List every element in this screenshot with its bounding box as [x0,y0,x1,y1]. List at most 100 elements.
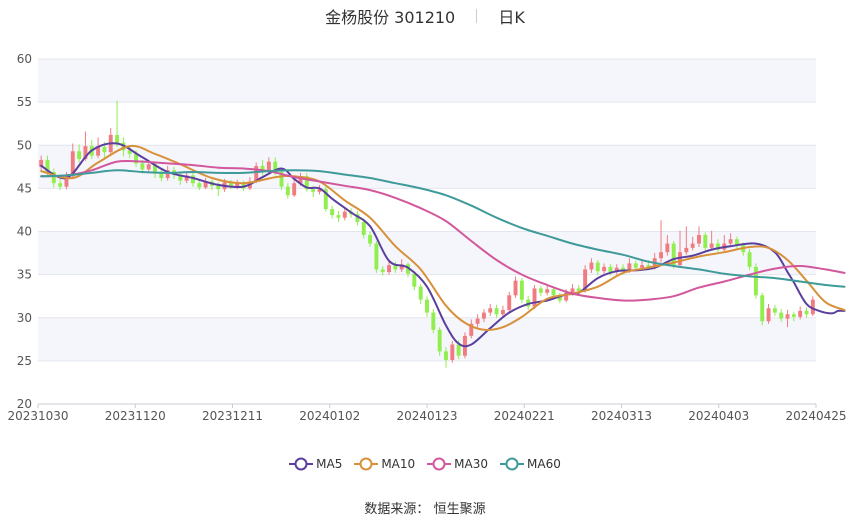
candle-body [475,318,480,324]
candle-body [342,211,347,218]
candle-up [475,314,480,328]
y-tick-label: 55 [17,95,32,109]
candle-down [494,304,499,318]
candle-down [753,263,758,299]
candle-body [659,252,663,259]
candle-body [646,265,651,267]
source-name: 恒生聚源 [433,502,486,517]
candle-body [715,243,720,250]
candle-body [551,289,556,296]
candle-down [425,296,429,317]
y-tick-label: 50 [17,138,32,152]
plot-band [38,102,816,146]
candle-body [734,239,739,246]
candle-up [292,178,297,197]
candle-down [772,304,777,317]
x-tick-label: 20240123 [396,409,457,423]
candle-body [178,174,183,181]
candle-up [785,309,790,328]
candle-body [412,273,417,287]
candle-down [304,172,309,192]
candle-down [760,292,765,326]
candle-down [519,278,524,304]
candle-up [690,236,695,251]
legend-label: MA60 [527,456,561,471]
x-tick-label: 20240221 [494,409,555,423]
candle-body [804,310,809,315]
candle-down [418,284,423,304]
candle-down [703,232,708,252]
candle-down [115,100,120,147]
candle-body [747,252,752,267]
plot-band [38,360,816,404]
candle-body [779,312,784,319]
candle-down [368,231,373,248]
legend-item-ma60[interactable]: MA60 [500,456,561,471]
candle-down [804,307,809,318]
candle-body [418,286,423,300]
y-tick-label: 20 [17,397,32,411]
candle-body [330,209,335,216]
x-tick-label: 20231211 [202,409,263,423]
candle-body [96,146,101,156]
candle-down [51,168,56,188]
candle-down [538,285,543,297]
ma-line-ma60 [40,169,846,288]
candle-body [772,308,777,313]
candle-body [557,295,562,301]
candle-body [614,267,619,273]
candle-down [336,210,341,223]
candle-body [159,172,164,179]
candle-up [810,296,815,317]
candle-body [760,295,765,322]
candle-body [191,175,195,184]
candle-body [425,299,429,313]
candle-body [450,344,455,361]
candle-body [576,288,581,292]
legend-marker [289,457,314,471]
candle-body [640,265,645,268]
legend-item-ma10[interactable]: MA10 [354,456,415,471]
source-label: 数据来源： [364,502,430,517]
candle-body [266,161,271,172]
x-tick-label: 20240425 [785,409,846,423]
candle-up [684,226,689,255]
candle-down [406,262,410,278]
candle-body [216,185,221,190]
legend: MA5 MA10 MA30 MA60 [0,456,850,471]
candle-down [330,205,335,219]
candle-body [785,314,790,319]
candle-body [602,266,607,272]
candle-body [507,295,512,310]
x-tick-label: 20240403 [688,409,749,423]
legend-item-ma5[interactable]: MA5 [289,456,342,471]
candle-up [602,263,607,274]
candle-body [361,222,366,235]
candle-body [254,165,259,182]
candle-up [507,291,512,313]
candle-up [545,284,550,296]
legend-marker [427,457,452,471]
plot-band [38,59,816,103]
candle-body [513,280,518,296]
chart-title: 金杨股份 301210 [325,8,456,27]
candle-down [715,239,720,254]
candle-body [684,247,689,253]
candle-up [317,184,322,195]
candle-body [627,263,632,272]
candle-up [513,276,518,298]
candle-body [70,151,75,177]
candle-down [791,311,796,322]
candle-body [355,214,360,223]
candle-down [374,240,379,273]
candle-up [798,306,803,320]
candle-body [399,264,404,270]
candlestick-chart: 60 55 50 45 40 35 30 25 20 20231030 20231120 20231… [7,52,846,423]
candle-body [545,289,550,293]
legend-item-ma30[interactable]: MA30 [427,456,488,471]
candle-body [690,243,695,248]
candle-body [494,308,499,315]
candle-down [437,327,442,356]
candle-down [734,236,739,249]
legend-label: MA10 [381,456,416,471]
